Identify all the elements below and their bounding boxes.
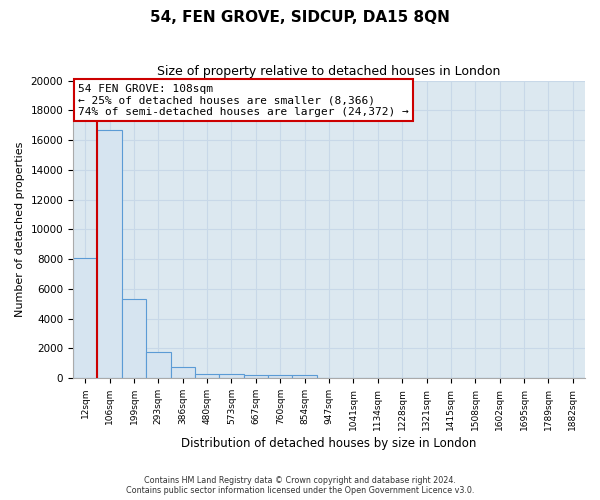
Bar [146, 352, 170, 378]
Bar [170, 367, 195, 378]
X-axis label: Distribution of detached houses by size in London: Distribution of detached houses by size … [181, 437, 477, 450]
Bar [220, 374, 244, 378]
Bar [268, 375, 292, 378]
Bar [122, 300, 146, 378]
Text: Contains HM Land Registry data © Crown copyright and database right 2024.
Contai: Contains HM Land Registry data © Crown c… [126, 476, 474, 495]
Text: 54 FEN GROVE: 108sqm
← 25% of detached houses are smaller (8,366)
74% of semi-de: 54 FEN GROVE: 108sqm ← 25% of detached h… [78, 84, 409, 116]
Bar [73, 258, 97, 378]
Bar [97, 130, 122, 378]
Text: 54, FEN GROVE, SIDCUP, DA15 8QN: 54, FEN GROVE, SIDCUP, DA15 8QN [150, 10, 450, 25]
Bar [244, 375, 268, 378]
Y-axis label: Number of detached properties: Number of detached properties [15, 142, 25, 317]
Bar [292, 375, 317, 378]
Title: Size of property relative to detached houses in London: Size of property relative to detached ho… [157, 65, 501, 78]
Bar [195, 374, 220, 378]
